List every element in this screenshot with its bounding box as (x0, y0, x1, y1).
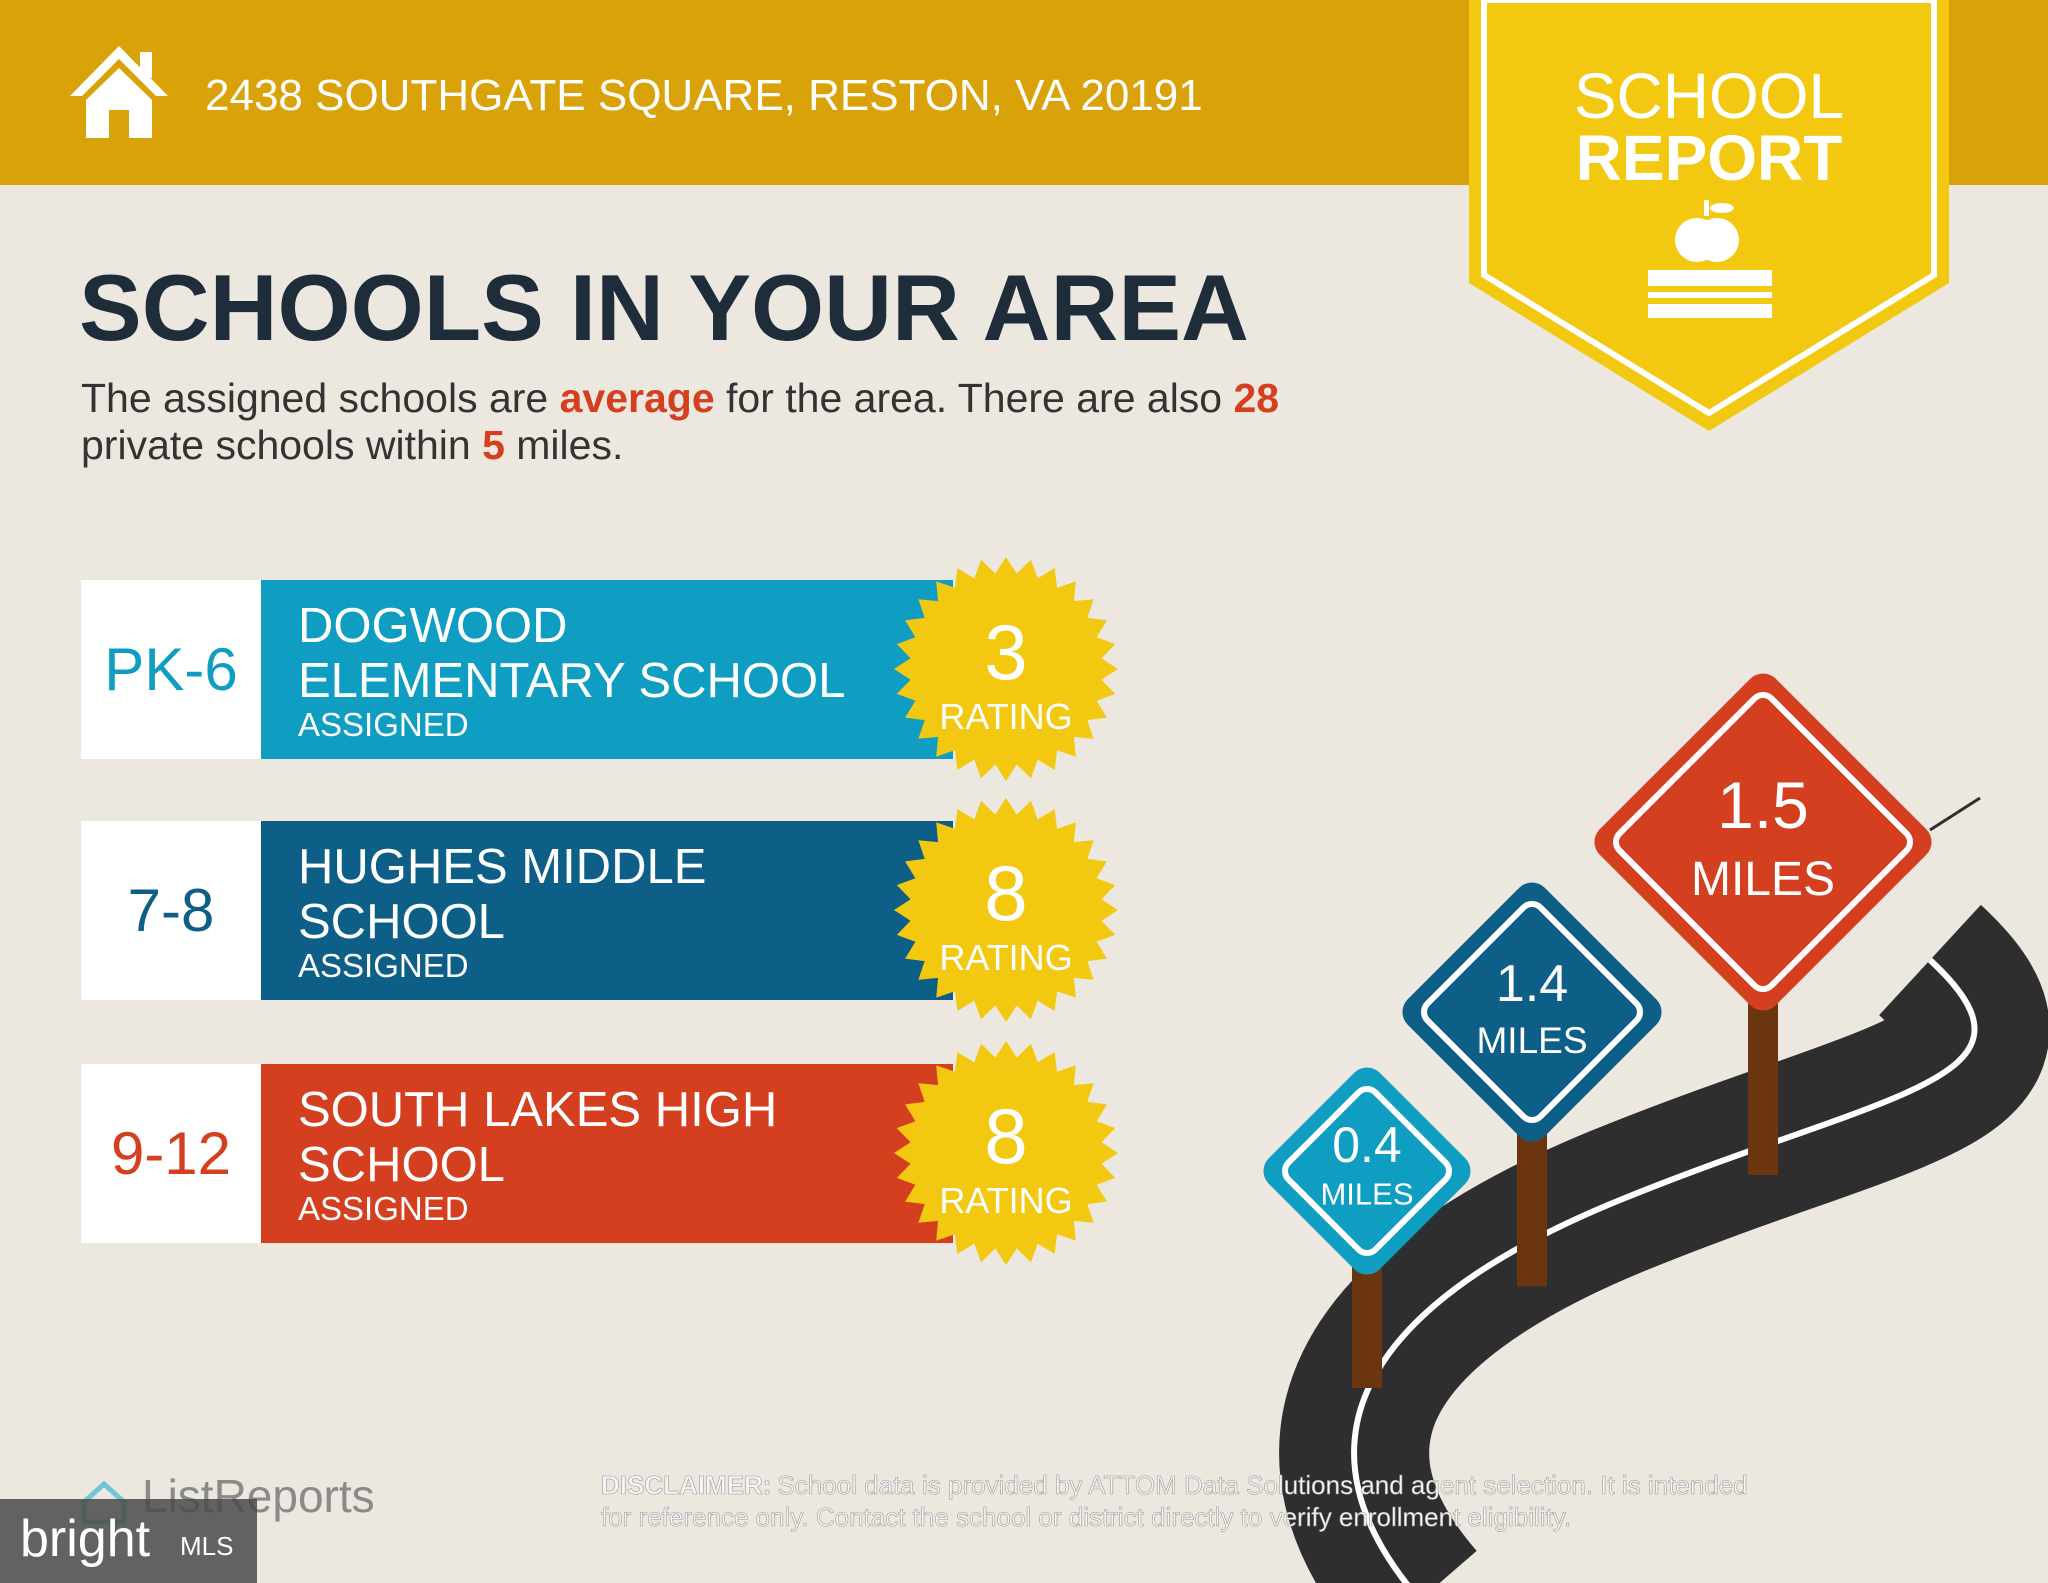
distance-value: 1.4 (1496, 955, 1568, 1013)
watermark-suffix: MLS (180, 1531, 233, 1561)
grade-box (81, 580, 261, 759)
school-name: SCHOOL (298, 1138, 505, 1192)
school-bar (261, 580, 953, 759)
rating-badge (894, 1041, 1118, 1265)
page-title: SCHOOLS IN YOUR AREA (79, 255, 1249, 360)
address: 2438 SOUTHGATE SQUARE, RESTON, VA 20191 (205, 71, 1203, 120)
summary-text: private schools within (81, 422, 482, 468)
distance-unit: MILES (1691, 853, 1835, 906)
school-bar (261, 821, 953, 1000)
sign-border (1421, 901, 1643, 1123)
summary-text: for the area. There are also (715, 375, 1234, 421)
rating-value: 3 (984, 608, 1027, 696)
grade-box (81, 1064, 261, 1243)
school-name: SCHOOL (298, 895, 505, 949)
disclaimer-line: for reference only. Contact the school o… (601, 1502, 1571, 1532)
rating-badge (894, 557, 1118, 781)
apple-books-icon (1648, 200, 1772, 318)
disclaimer-text: School data is provided by ATTOM Data So… (777, 1470, 1747, 1500)
grade-box (81, 821, 261, 1000)
rating-badge (894, 798, 1118, 1022)
sign-border (1613, 692, 1913, 992)
rating-value: 8 (984, 849, 1027, 937)
grades: 7-8 (128, 877, 215, 944)
summary-highlight: average (560, 375, 715, 421)
grades: PK-6 (104, 636, 237, 703)
summary-highlight: 5 (482, 422, 505, 468)
sign-face (1263, 1067, 1471, 1275)
school-name: SOUTH LAKES HIGH (298, 1083, 777, 1137)
disclaimer-line: DISCLAIMER: School data is provided by AT… (601, 1470, 1748, 1500)
rating-value: 8 (984, 1092, 1027, 1180)
distance-value: 1.5 (1717, 768, 1809, 842)
school-status: ASSIGNED (298, 947, 469, 984)
road (1279, 796, 2048, 1583)
rating-label: RATING (939, 937, 1072, 978)
rating-label: RATING (939, 1180, 1072, 1221)
sign-face (1402, 882, 1662, 1142)
disclaimer: DISCLAIMER: School data is provided by AT… (601, 1470, 1748, 1533)
school-bar (261, 1064, 953, 1243)
distance-sign: 1.5 MILES (1594, 673, 1932, 1175)
house-icon (70, 46, 168, 138)
summary-text: miles. (505, 422, 623, 468)
school-name: HUGHES MIDDLE (298, 840, 706, 894)
rating-label: RATING (939, 696, 1072, 737)
watermark: bright MLS (0, 1499, 257, 1583)
sign-face (1594, 673, 1932, 1011)
school-name: ELEMENTARY SCHOOL (298, 654, 845, 708)
disclaimer-label: DISCLAIMER: (601, 1470, 771, 1500)
distance-sign: 1.4 MILES (1402, 882, 1662, 1286)
summary: The assigned schools are average for the… (81, 375, 1279, 421)
summary: private schools within 5 miles. (81, 422, 623, 468)
badge: SCHOOL REPORT (1469, 0, 1949, 431)
badge-line: SCHOOL (1574, 60, 1844, 132)
distance-value: 0.4 (1332, 1117, 1402, 1173)
sign-border (1282, 1086, 1452, 1256)
school-name: DOGWOOD (298, 599, 567, 653)
school-status: ASSIGNED (298, 706, 469, 743)
summary-highlight: 28 (1234, 375, 1280, 421)
distance-unit: MILES (1476, 1020, 1587, 1061)
watermark-text: bright (20, 1510, 151, 1568)
grades: 9-12 (111, 1120, 231, 1187)
summary-text: The assigned schools are (81, 375, 560, 421)
badge-line: REPORT (1576, 122, 1843, 194)
school-status: ASSIGNED (298, 1190, 469, 1227)
distance-unit: MILES (1320, 1176, 1413, 1211)
